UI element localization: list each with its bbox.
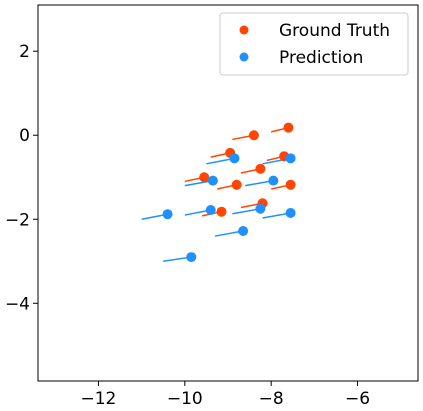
ground-truth-point [231,179,242,190]
prediction-point [207,175,218,186]
y-tick-label: −4 [5,294,30,314]
prediction-point [255,203,266,214]
legend-marker-prediction [239,52,249,62]
prediction-point [285,153,296,164]
ground-truth-point [285,179,296,190]
prediction-point [229,153,240,164]
data-points [162,122,296,263]
x-tick-label: −12 [81,389,117,409]
ground-truth-point [283,122,294,133]
legend-label-prediction: Prediction [279,48,363,68]
plot-frame [37,4,419,382]
y-tick-label: 0 [19,126,30,146]
ground-truth-point [216,206,227,217]
y-tick-label: −2 [5,210,30,230]
y-tick-label: 2 [19,42,30,62]
x-tick-label: −10 [167,389,203,409]
prediction-point [205,205,216,216]
prediction-point [238,226,249,237]
prediction-point [285,207,296,218]
legend: Ground Truth Prediction [219,12,409,76]
legend-box [219,12,409,76]
prediction-point [268,175,279,186]
x-axis: −12 −10 −8 −6 [81,381,370,409]
ground-truth-point [199,172,210,183]
ground-truth-point [248,130,259,141]
y-axis: 2 0 −2 −4 [5,42,38,314]
prediction-point [162,209,173,220]
x-tick-label: −8 [259,389,284,409]
legend-marker-ground-truth [239,25,249,35]
ground-truth-point [255,163,266,174]
prediction-point [186,252,197,263]
x-tick-label: −6 [345,389,370,409]
legend-label-ground-truth: Ground Truth [279,21,390,41]
